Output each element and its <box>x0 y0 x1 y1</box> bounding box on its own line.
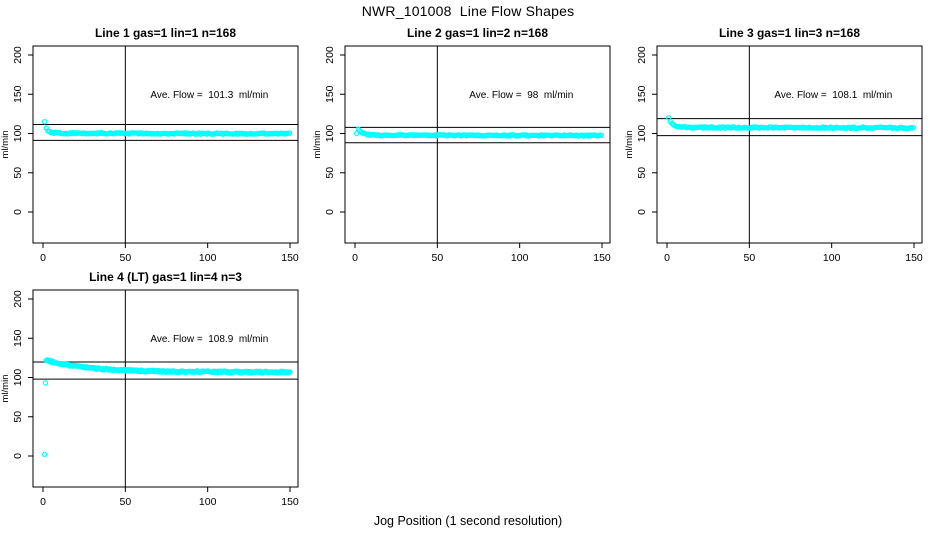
subplot-3: 0 50 100 150 0 50 100 150 200 ml/min Line 3 gas=1 … <box>624 26 923 264</box>
flow-points-series <box>353 126 604 139</box>
x-axis-tick-label: 150 <box>281 496 299 508</box>
data-point-outlier <box>41 451 48 458</box>
y-axis-tick-label: 150 <box>12 329 24 347</box>
x-axis-tick-label: 100 <box>511 252 529 264</box>
y-axis-tick-label: 50 <box>12 411 24 423</box>
x-axis-tick-label: 0 <box>664 252 670 264</box>
x-axis-tick-label: 150 <box>281 252 299 264</box>
flow-points-series <box>41 357 293 458</box>
plot-box <box>656 45 923 244</box>
ave-flow-annotation: Ave. Flow = 108.9 ml/min <box>150 334 268 345</box>
y-axis-tick-label: 50 <box>324 167 336 179</box>
x-axis-tick-label: 150 <box>593 252 611 264</box>
x-axis-tick-label: 50 <box>119 496 131 508</box>
y-axis-tick-label: 150 <box>324 85 336 103</box>
flow-points-series <box>665 115 916 132</box>
y-axis-tick-label: 200 <box>636 46 648 64</box>
x-axis-tick-label: 150 <box>905 252 923 264</box>
x-axis-tick-label: 100 <box>823 252 841 264</box>
x-axis-tick-label: 100 <box>199 252 217 264</box>
subplot-4: 0 50 100 150 0 50 100 150 200 ml/min Line 4 (LT) g… <box>0 270 299 508</box>
y-axis-tick-label: 100 <box>636 125 648 143</box>
data-point-outlier <box>353 130 360 137</box>
y-axis-tick-label: 200 <box>12 290 24 308</box>
data-point <box>286 130 293 136</box>
ave-flow-annotation: Ave. Flow = 98 ml/min <box>469 90 573 101</box>
y-axis-label: ml/min <box>312 131 323 159</box>
y-axis-tick-label: 0 <box>636 209 648 215</box>
plot-box <box>32 45 299 244</box>
y-axis-tick-label: 200 <box>12 46 24 64</box>
y-axis-tick-label: 150 <box>636 85 648 103</box>
y-axis-label: ml/min <box>624 131 635 159</box>
y-axis-tick-label: 150 <box>12 85 24 103</box>
subplot-1: 0 50 100 150 0 50 100 150 200 ml/min Line 1 gas=1 … <box>0 26 299 264</box>
y-axis-tick-label: 0 <box>12 453 24 459</box>
figure-title: NWR_101008 Line Flow Shapes <box>361 3 575 19</box>
ave-flow-annotation: Ave. Flow = 108.1 ml/min <box>774 90 892 101</box>
data-point <box>287 369 293 375</box>
plot-box <box>344 45 611 244</box>
y-axis-tick-label: 100 <box>324 125 336 143</box>
shared-x-axis-label: Jog Position (1 second resolution) <box>373 514 563 528</box>
y-axis-tick-label: 100 <box>12 369 24 387</box>
subplot-title: Line 1 gas=1 lin=1 n=168 <box>95 26 236 40</box>
subplot-title: Line 4 (LT) gas=1 lin=4 n=3 <box>89 270 242 284</box>
y-axis-tick-label: 100 <box>12 125 24 143</box>
x-axis-tick-label: 50 <box>743 252 755 264</box>
y-axis-label: ml/min <box>0 131 11 159</box>
y-axis-tick-label: 200 <box>324 46 336 64</box>
subplot-title: Line 3 gas=1 lin=3 n=168 <box>719 26 860 40</box>
data-point-outlier <box>41 118 48 125</box>
x-axis-tick-label: 0 <box>40 496 46 508</box>
data-point-outlier <box>42 380 49 386</box>
plot-box <box>32 289 299 488</box>
y-axis-tick-label: 50 <box>12 167 24 179</box>
x-axis-tick-label: 100 <box>199 496 217 508</box>
data-point <box>910 124 916 131</box>
x-axis-tick-label: 0 <box>352 252 358 264</box>
x-axis-tick-label: 50 <box>119 252 131 264</box>
x-axis-tick-label: 0 <box>40 252 46 264</box>
y-axis-tick-label: 0 <box>12 209 24 215</box>
ave-flow-annotation: Ave. Flow = 101.3 ml/min <box>150 90 268 101</box>
subplot-title: Line 2 gas=1 lin=2 n=168 <box>407 26 548 40</box>
flow-points-series <box>41 118 293 137</box>
y-axis-tick-label: 50 <box>636 167 648 179</box>
data-point <box>598 132 604 139</box>
subplot-2: 0 50 100 150 0 50 100 150 200 ml/min Line 2 gas=1 … <box>312 26 611 264</box>
x-axis-tick-label: 50 <box>431 252 443 264</box>
y-axis-label: ml/min <box>0 375 11 403</box>
y-axis-tick-label: 0 <box>324 209 336 215</box>
